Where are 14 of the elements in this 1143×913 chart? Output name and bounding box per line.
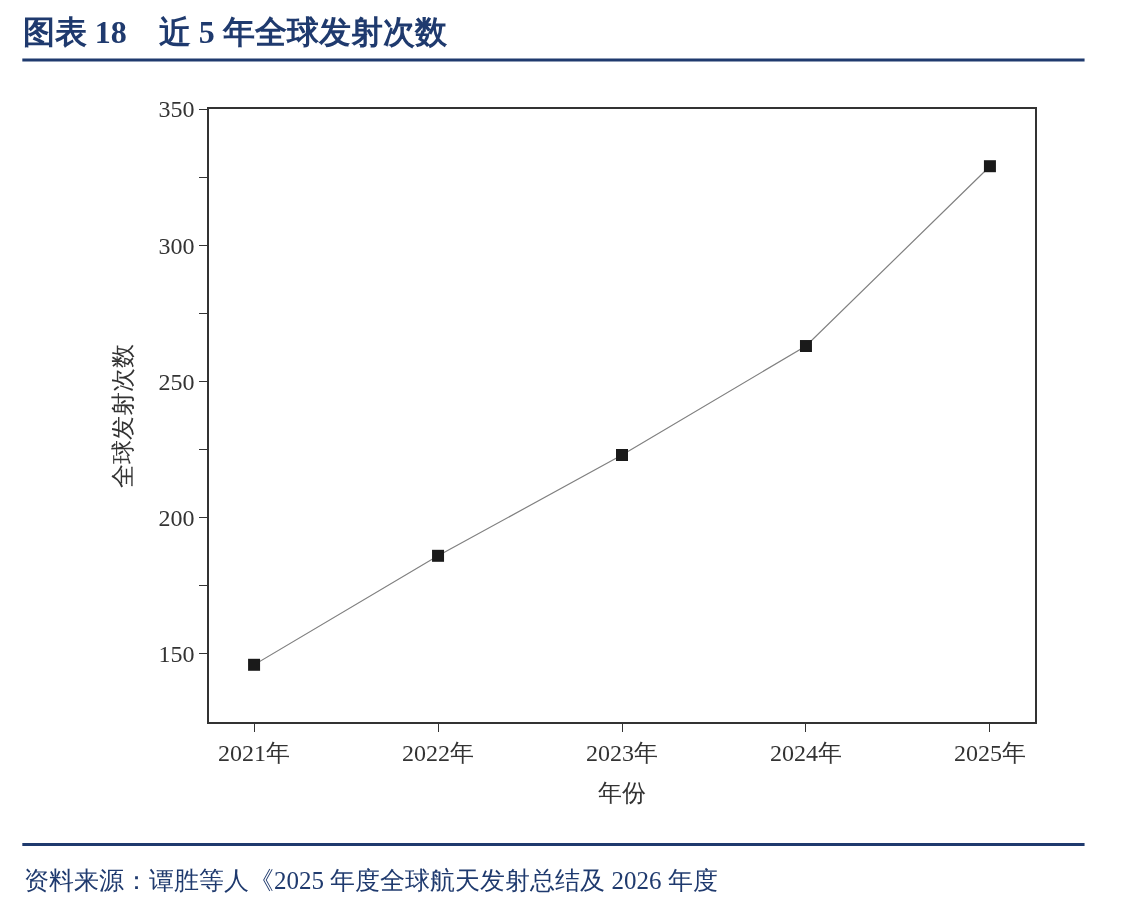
y-tick-label: 150 xyxy=(158,641,195,668)
chart-title: 图表 18 近 5 年全球发射次数 xyxy=(22,14,448,51)
x-tick-label: 2022年 xyxy=(402,739,475,766)
x-tick-label: 2021年 xyxy=(218,739,291,766)
y-axis-title: 全球发射次数 xyxy=(110,343,137,488)
y-tick-label: 200 xyxy=(158,505,195,532)
x-tick-label: 2023年 xyxy=(586,739,658,766)
text: 资料来源：谭胜等人《2025 年度全球航天发射总结及 2026 年度 xyxy=(24,867,718,894)
y-tick-label: 300 xyxy=(158,232,195,259)
y-tick-label: 250 xyxy=(158,368,195,395)
x-tick-label: 2025年 xyxy=(953,739,1026,766)
x-tick-label: 2024年 xyxy=(769,739,842,766)
y-tick-label: 350 xyxy=(158,96,195,123)
x-axis-title: 年份 xyxy=(598,780,646,807)
